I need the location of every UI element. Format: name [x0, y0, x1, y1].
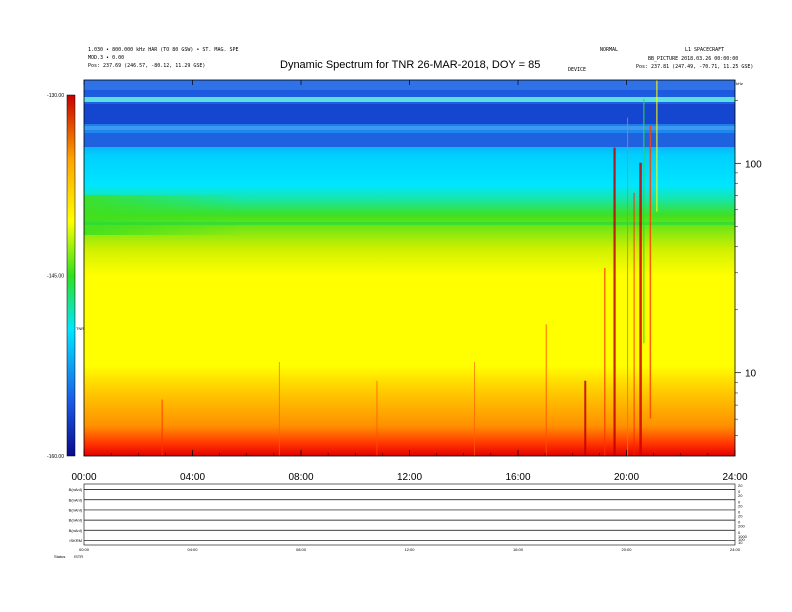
header-right-top2: L1 SPACECRAFT [685, 47, 725, 53]
x-tick-label: 04:00 [180, 472, 205, 483]
panel-label: B(nAnl) [69, 528, 83, 533]
panel-x-tick-label: 08:00 [296, 547, 307, 552]
x-tick-label: 20:00 [614, 472, 639, 483]
header-left-line2: MOD.3 • 0.00 [88, 55, 125, 61]
x-tick-label: 12:00 [397, 472, 422, 483]
panel-x-tick-label: 12:00 [404, 547, 415, 552]
panel-x-tick-label: 20:00 [621, 547, 632, 552]
panel-label: B(nAnl) [69, 487, 83, 492]
colorbar-label: TNR [76, 326, 84, 331]
panel-label: ISKRM [69, 538, 82, 543]
colorbar [66, 94, 76, 457]
panel-tick-label: 10 [738, 540, 743, 545]
panel-tick-label: 20 [738, 503, 743, 508]
panel-frame [83, 483, 736, 546]
colorbar-tick-label: -160.00 [47, 454, 64, 460]
panel-tick-label: 0 [738, 520, 741, 525]
chart-title: Dynamic Spectrum for TNR 26-MAR-2018, DO… [280, 59, 541, 71]
panel-x-tick-label: 16:00 [513, 547, 524, 552]
x-tick-label: 08:00 [288, 472, 313, 483]
x-tick-label: 00:00 [71, 472, 96, 483]
panel-tick-label: 0 [738, 530, 741, 535]
panel-x-tick-label: 24:00 [730, 547, 741, 552]
status-label: Status [54, 554, 65, 559]
panel-tick-label: 200 [738, 524, 745, 529]
colorbar-tick-label: -130.00 [47, 93, 64, 99]
x-tick-label: 16:00 [505, 472, 530, 483]
panel-x-tick-label: 00:00 [79, 547, 90, 552]
x-tick-label: 24:00 [722, 472, 747, 483]
panel-label: B(nAnl) [69, 507, 83, 512]
header-left-position: Pos: 237.69 (246.57, -80.12, 11.29 GSE) [88, 63, 206, 69]
y-tick-label: 10 [745, 369, 757, 380]
colorbar-tick-label: -145.00 [47, 274, 64, 280]
y-tick-label: 100 [745, 159, 762, 170]
panel-tick-label: 20 [738, 514, 743, 519]
header-left-line1: 1.030 • 800.000 kHz HAR (TO 80 GSW) • ST… [88, 47, 239, 53]
panel-tick-label: 100 [738, 537, 745, 542]
header-right-position: Pos: 237.81 (247.49, -70.71, 11.25 GSE) [636, 64, 754, 70]
panel-tick-label: 0 [738, 510, 741, 515]
panel-tick-label: 20 [738, 483, 743, 488]
panel-label: B(nAnl) [69, 497, 83, 502]
spectrogram-image [84, 80, 735, 456]
panel-tick-label: 0 [738, 489, 741, 494]
panel-x-tick-label: 04:00 [187, 547, 198, 552]
header-right-top1: NORMAL [600, 47, 619, 53]
status-value: ISTR [74, 554, 83, 559]
panel-tick-label: 0 [738, 499, 741, 504]
panel-tick-label: 20 [738, 493, 743, 498]
header-mid: DEVICE [568, 67, 587, 73]
panel-tick-label: 1000 [738, 534, 748, 539]
panel-label: B(nAnl) [69, 518, 83, 523]
header-right-line2: BB_PICTURE 2018.03.26 00:00:00 [648, 56, 739, 62]
y-unit-label: kHz [736, 81, 743, 86]
